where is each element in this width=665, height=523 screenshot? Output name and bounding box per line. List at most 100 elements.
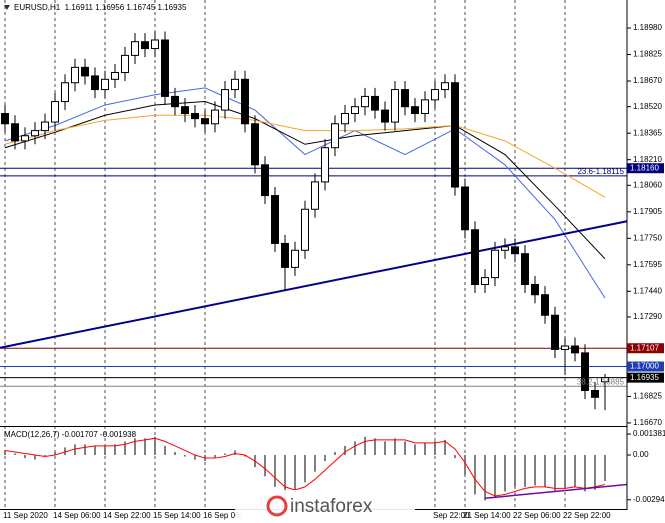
- x-tick-label: 16 Sep 06:: [203, 511, 242, 520]
- moving-average: [4, 101, 606, 260]
- candle-body: [361, 95, 369, 108]
- candle-body: [181, 106, 189, 115]
- candle-body: [461, 186, 469, 231]
- candle-body: [281, 242, 289, 268]
- y-tick-label: 1.18980: [633, 23, 662, 32]
- candle-body: [561, 345, 569, 350]
- trendline: [0, 220, 628, 349]
- candle-body: [451, 82, 459, 188]
- level-label: 1.17000: [630, 362, 659, 371]
- plot-layer: [0, 31, 628, 501]
- symbol-icon: [4, 5, 10, 10]
- level-label: 1.17107: [630, 343, 659, 352]
- candle-body: [541, 294, 549, 316]
- candle-body: [11, 123, 19, 142]
- candle-body: [151, 39, 159, 50]
- fib-label: 38.2-1.16885: [577, 377, 625, 386]
- candle-body: [511, 246, 519, 255]
- candle-body: [261, 164, 269, 197]
- y-tick-label: 1.18060: [633, 180, 662, 189]
- y-tick-label: 0.001381: [633, 429, 665, 438]
- candle-body: [301, 208, 309, 251]
- candle-body: [391, 89, 399, 123]
- candle-body: [591, 389, 599, 398]
- x-tick-label: 21 Sep 14:00: [463, 511, 511, 520]
- fib-label: 23.6-1.18115: [577, 167, 624, 176]
- chart-title: EURUSD,H1 1.16911 1.16956 1.16745 1.1693…: [14, 3, 187, 12]
- candle-body: [271, 195, 279, 244]
- candle-body: [311, 181, 319, 210]
- moving-average: [4, 114, 606, 198]
- candle-body: [51, 101, 59, 123]
- candle-body: [31, 130, 39, 137]
- watermark: instaforex: [235, 490, 415, 523]
- candle-body: [441, 82, 449, 91]
- candle-body: [111, 71, 119, 80]
- x-tick-label: 14 Sep 22:00: [103, 511, 151, 520]
- candle-body: [431, 89, 439, 101]
- x-tick-label: 15 Sep 14:00: [153, 511, 201, 520]
- y-tick-label: -0.002948: [633, 495, 665, 504]
- candle-body: [411, 106, 419, 115]
- y-tick-label: 1.18520: [633, 102, 662, 111]
- candle-body: [421, 99, 429, 115]
- watermark-text: instaforex: [290, 496, 373, 517]
- candle-body: [601, 377, 609, 383]
- y-tick-label: 1.17905: [633, 207, 662, 216]
- candle-body: [551, 314, 559, 350]
- y-tick-label: 1.16670: [633, 418, 662, 427]
- y-tick-label: 1.17290: [633, 312, 662, 321]
- candle-body: [71, 66, 79, 84]
- candle-body: [531, 283, 539, 296]
- candle-body: [491, 249, 499, 279]
- watermark-backdrop: [235, 490, 415, 523]
- y-tick-label: 1.17750: [633, 233, 662, 242]
- candle-body: [1, 113, 9, 125]
- x-tick-label: 11 Sep 2020: [3, 511, 48, 520]
- indicator-title: MACD(12,26,7) -0.001707 -0.001938: [4, 430, 137, 439]
- y-tick-label: 1.17595: [633, 260, 662, 269]
- level-box: [627, 372, 664, 383]
- candle-body: [221, 89, 229, 111]
- candle-body: [481, 277, 489, 285]
- divergence-line: [484, 483, 628, 500]
- candle-body: [371, 95, 379, 111]
- candle-body: [351, 106, 359, 115]
- candle-body: [211, 109, 219, 125]
- candle-body: [171, 95, 179, 108]
- candle-body: [381, 109, 389, 123]
- candle-body: [581, 352, 589, 391]
- x-tick-label: 22 Sep 22:00: [563, 511, 611, 520]
- candle-body: [401, 89, 409, 108]
- level-box: [627, 343, 664, 354]
- y-tick-label: 1.18825: [633, 50, 662, 59]
- x-tick-label: 22 Sep 06:00: [513, 511, 561, 520]
- candle-body: [161, 39, 169, 97]
- candle-body: [291, 249, 299, 268]
- y-tick-label: 1.18365: [633, 128, 662, 137]
- candle-body: [571, 345, 579, 354]
- y-tick-label: 1.18670: [633, 76, 662, 85]
- y-tick-label: 1.16825: [633, 392, 662, 401]
- candle-body: [331, 123, 339, 149]
- candle-body: [91, 75, 99, 91]
- candle-body: [231, 78, 239, 91]
- candle-body: [131, 41, 139, 56]
- moving-average: [4, 87, 606, 299]
- candle-body: [251, 123, 259, 166]
- candle-body: [501, 246, 509, 251]
- candle-body: [471, 229, 479, 285]
- candle-body: [241, 78, 249, 125]
- candle-body: [201, 118, 209, 125]
- watermark-logo: [266, 495, 288, 517]
- level-box: [627, 163, 664, 174]
- candle-body: [321, 147, 329, 183]
- candle-body: [341, 113, 349, 125]
- y-tick-label: 0.00: [633, 450, 649, 459]
- y-tick-label: 1.17440: [633, 286, 662, 295]
- signal-line: [4, 437, 606, 497]
- candle-body: [101, 78, 109, 91]
